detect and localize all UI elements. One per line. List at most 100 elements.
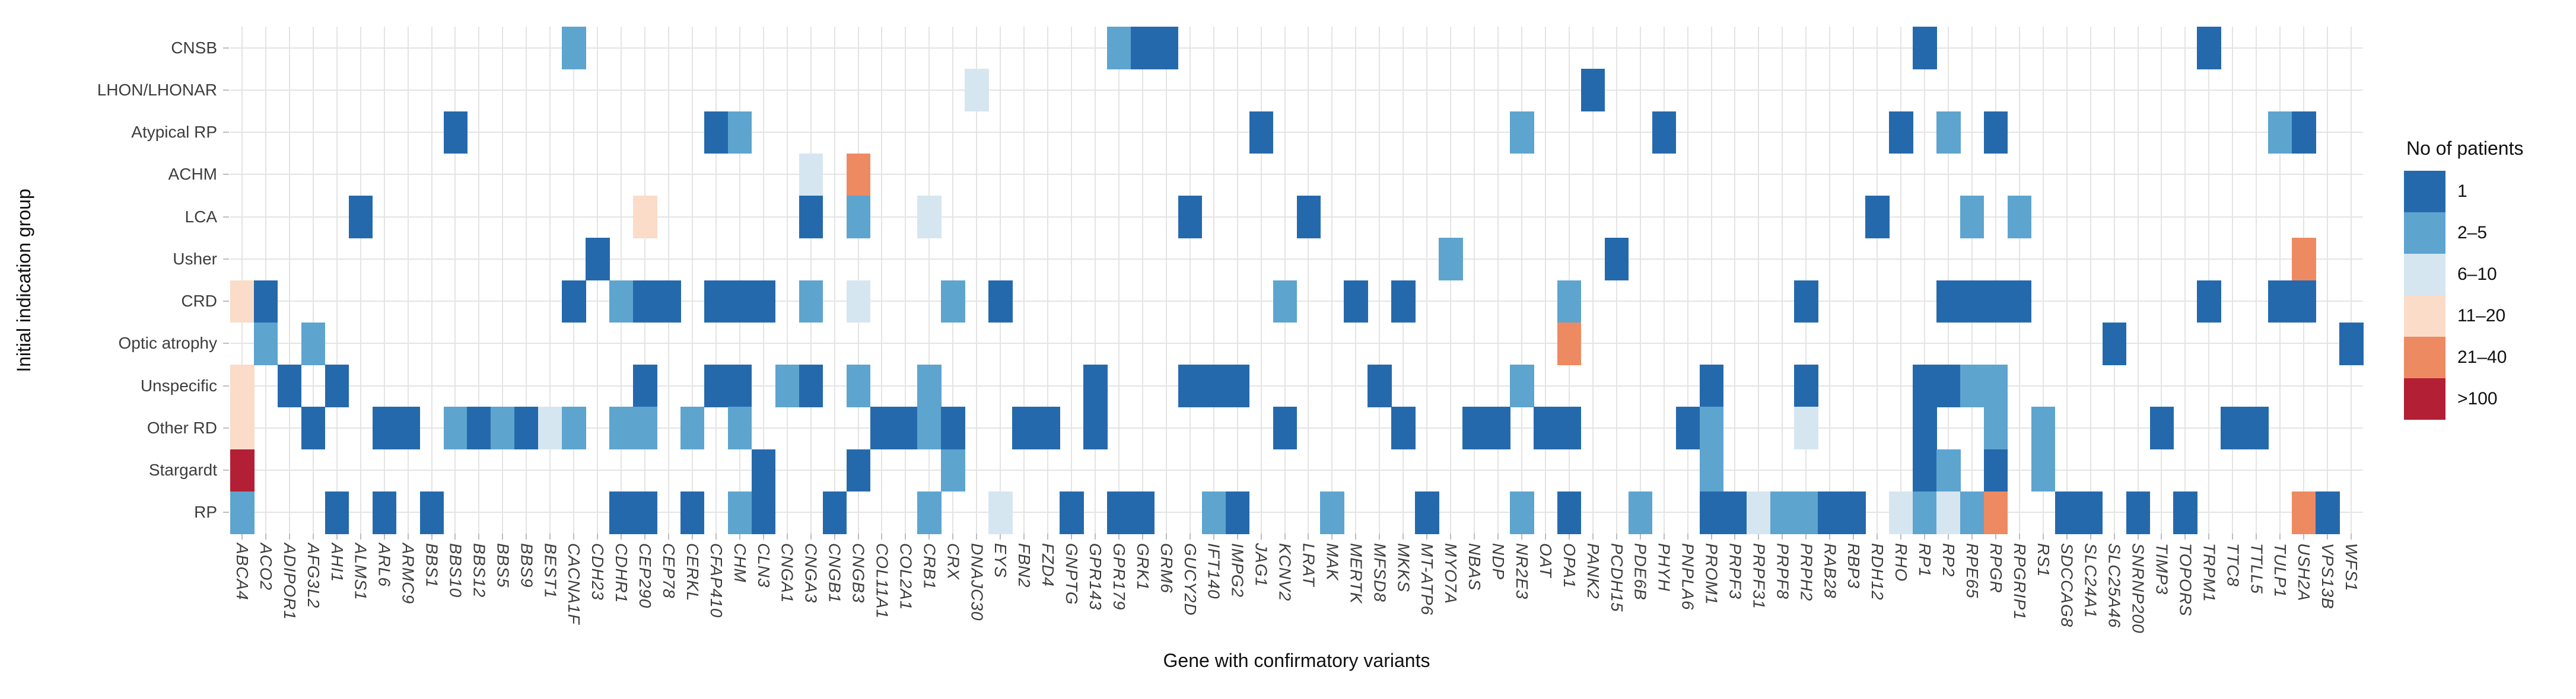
heatmap-cell: [419, 491, 444, 534]
heatmap-cell: [2007, 280, 2032, 323]
heatmap-cell: [941, 280, 965, 323]
heatmap-cell: [633, 280, 657, 323]
heatmap-cell: [1936, 449, 1961, 492]
gene-label: ABCA4: [233, 543, 252, 601]
heatmap-cell: [727, 407, 752, 450]
gene-label: WFS1: [2342, 543, 2361, 592]
heatmap-cell: [514, 407, 539, 450]
heatmap-cell: [1533, 407, 1558, 450]
x-tick: [573, 534, 575, 540]
heatmap-cell: [562, 280, 586, 323]
heatmap-cell: [2292, 111, 2316, 154]
y-tick: [223, 427, 229, 429]
gene-label: SLC25A46: [2105, 543, 2124, 628]
heatmap-cell: [609, 280, 634, 323]
heatmap-cell: [2221, 407, 2245, 450]
heatmap-cell: [1391, 407, 1416, 450]
heatmap-cell: [727, 111, 752, 154]
heatmap-cell: [1178, 196, 1203, 238]
x-tick: [312, 534, 314, 540]
heatmap-cell: [917, 196, 942, 238]
gene-label: BBS9: [517, 543, 536, 588]
legend-swatch: [2404, 171, 2445, 212]
legend-title: No of patients: [2406, 138, 2524, 159]
heatmap-cell: [467, 407, 491, 450]
gene-label: FZD4: [1039, 543, 1058, 587]
gene-label: ADIPOR1: [280, 543, 299, 620]
gene-label: RPGR: [1986, 543, 2005, 593]
v-gridline: [1071, 27, 1073, 534]
x-tick: [1047, 534, 1049, 540]
heatmap-cell: [2339, 322, 2364, 365]
h-gridline: [230, 343, 2363, 344]
heatmap-cell: [846, 280, 871, 323]
heatmap-cell: [799, 196, 823, 238]
x-tick: [407, 534, 409, 540]
row-label: Optic atrophy: [118, 334, 217, 353]
heatmap-cell: [1983, 491, 2008, 534]
x-tick: [1379, 534, 1381, 540]
heatmap-cell: [1889, 111, 1913, 154]
gene-label: TTLL5: [2247, 543, 2266, 594]
heatmap-cell: [2173, 491, 2197, 534]
heatmap-cell: [1273, 407, 1297, 450]
v-gridline: [360, 27, 361, 534]
gene-label: GRM6: [1157, 543, 1176, 593]
v-gridline: [1710, 27, 1712, 534]
gene-label: IMPG2: [1228, 543, 1247, 598]
x-tick: [976, 534, 978, 540]
x-tick: [2066, 534, 2068, 540]
heatmap-cell: [2102, 322, 2127, 365]
h-gridline: [230, 470, 2363, 471]
gene-label: CNGB1: [825, 543, 844, 604]
x-tick: [549, 534, 551, 540]
v-gridline: [1687, 27, 1688, 534]
x-tick: [1995, 534, 1996, 540]
v-gridline: [1047, 27, 1049, 534]
gene-label: TULP1: [2271, 543, 2290, 598]
heatmap-cell: [751, 280, 776, 323]
v-gridline: [786, 27, 788, 534]
heatmap-cell: [2292, 491, 2316, 534]
gene-label: PRPH2: [1797, 543, 1816, 602]
gene-label: MYO7A: [1442, 543, 1461, 605]
gene-label: CRX: [944, 543, 963, 580]
x-tick: [1805, 534, 1807, 540]
x-tick: [1971, 534, 1973, 540]
gene-label: CNGA3: [802, 543, 820, 604]
x-tick: [454, 534, 456, 540]
x-tick: [667, 534, 669, 540]
heatmap-cell: [1936, 491, 1961, 534]
gene-label: ARL6: [375, 543, 394, 588]
gene-label: IFT140: [1204, 543, 1223, 599]
x-tick: [1189, 534, 1191, 540]
heatmap-cell: [1604, 238, 1629, 281]
gene-label: COL11A1: [873, 543, 892, 619]
heatmap-cell: [230, 449, 255, 492]
heatmap-cell: [751, 491, 776, 534]
x-tick: [1260, 534, 1262, 540]
x-tick: [1663, 534, 1665, 540]
v-gridline: [1544, 27, 1546, 534]
v-gridline: [1118, 27, 1120, 534]
x-tick: [360, 534, 361, 540]
legend-swatch: [2404, 337, 2445, 378]
heatmap-cell: [727, 365, 752, 407]
x-tick: [905, 534, 907, 540]
heatmap-cell: [1983, 280, 2008, 323]
heatmap-cell: [965, 69, 989, 112]
v-gridline: [1924, 27, 1926, 534]
heatmap-cell: [1415, 491, 1439, 534]
x-tick: [2351, 534, 2352, 540]
heatmap-cell: [1818, 491, 1842, 534]
x-tick: [431, 534, 432, 540]
x-tick: [1165, 534, 1167, 540]
heatmap-cell: [727, 280, 752, 323]
x-tick: [1331, 534, 1333, 540]
v-gridline: [312, 27, 314, 534]
heatmap-cell: [1983, 449, 2008, 492]
heatmap-cell: [2031, 449, 2056, 492]
heatmap-cell: [1913, 365, 1937, 407]
heatmap-cell: [301, 322, 326, 365]
gene-label: CRB1: [920, 543, 939, 590]
